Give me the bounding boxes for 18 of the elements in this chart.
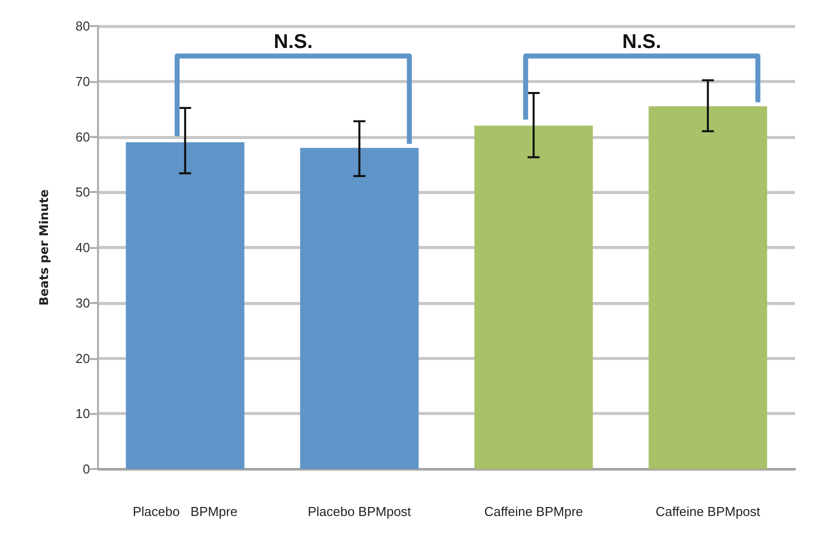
y-tick-label: 80 bbox=[76, 18, 90, 34]
y-tick-label: 70 bbox=[76, 74, 90, 89]
y-tick-label: 50 bbox=[76, 184, 90, 200]
x-tick-label: Caffeine BPMpre bbox=[484, 504, 584, 519]
bar bbox=[300, 148, 419, 469]
annotation: N.S. bbox=[622, 31, 662, 53]
y-axis-title: Beats per Minute bbox=[37, 189, 51, 306]
y-tick-label: 20 bbox=[76, 350, 90, 366]
x-tick-label: Placebo BPMpost bbox=[308, 504, 412, 519]
bar bbox=[474, 126, 593, 469]
y-tick-label: 0 bbox=[82, 462, 90, 476]
y-tick-label: 40 bbox=[76, 240, 90, 255]
y-tick-label: 30 bbox=[76, 295, 90, 310]
y-tick-label: 10 bbox=[76, 406, 90, 422]
annotation: N.S. bbox=[274, 31, 313, 53]
x-tick-label: Caffeine BPMpost bbox=[656, 504, 761, 519]
x-tick-label: Placebo BPMpre bbox=[132, 504, 238, 519]
y-tick-label: 60 bbox=[76, 129, 90, 144]
